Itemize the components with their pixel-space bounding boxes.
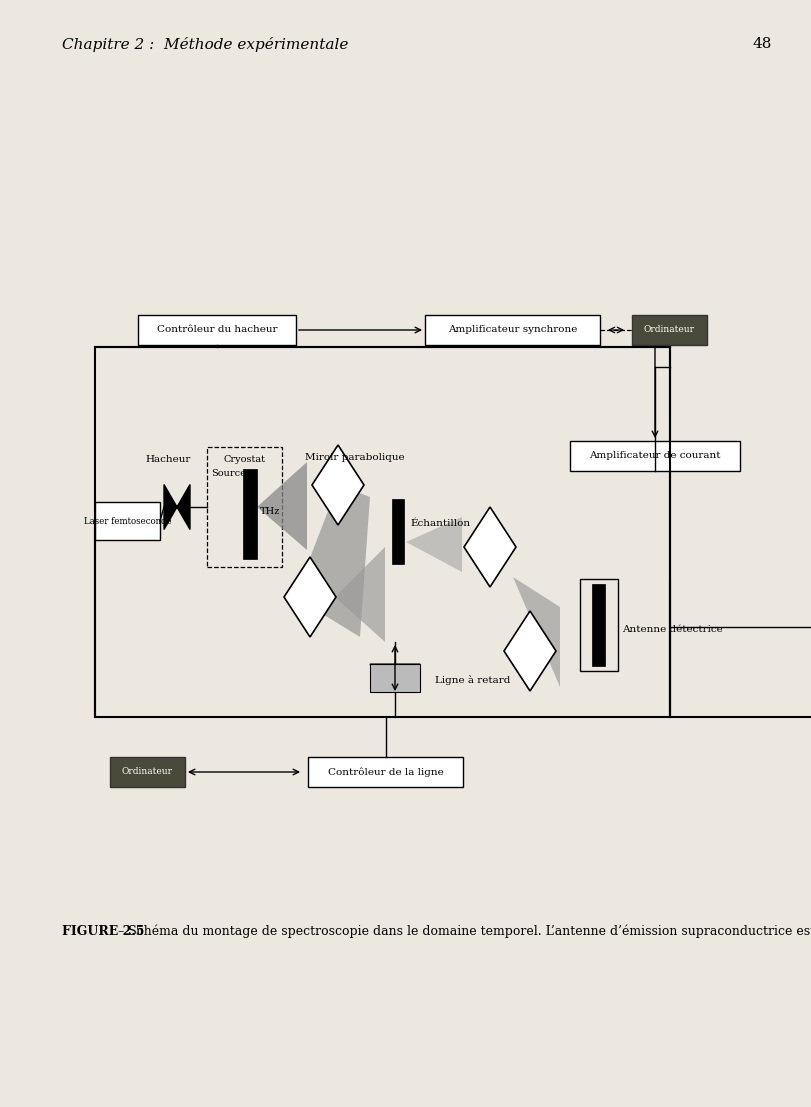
- Text: Contrôleur de la ligne: Contrôleur de la ligne: [328, 767, 444, 777]
- Bar: [580, 579, 618, 671]
- Text: Ligne à retard: Ligne à retard: [435, 675, 510, 685]
- Polygon shape: [257, 462, 307, 550]
- Polygon shape: [312, 445, 364, 525]
- Text: FIGURE 2.5: FIGURE 2.5: [62, 925, 144, 938]
- Text: 48: 48: [753, 37, 772, 51]
- Text: Laser femtoseconde: Laser femtoseconde: [84, 517, 171, 526]
- Bar: [570, 441, 740, 470]
- Text: Miroir parabolique: Miroir parabolique: [305, 453, 405, 462]
- Bar: [592, 584, 605, 666]
- Text: Ordinateur: Ordinateur: [122, 767, 173, 776]
- Text: Amplificateur synchrone: Amplificateur synchrone: [448, 325, 577, 334]
- Text: Source: Source: [212, 468, 247, 477]
- Polygon shape: [284, 557, 336, 637]
- Text: Contrôleur du hacheur: Contrôleur du hacheur: [157, 325, 277, 334]
- Text: Hacheur: Hacheur: [145, 455, 191, 464]
- Text: Échantillon: Échantillon: [410, 519, 470, 528]
- Bar: [95, 346, 670, 717]
- Text: Antenne détectrice: Antenne détectrice: [622, 624, 723, 633]
- Bar: [138, 315, 296, 345]
- Text: Amplificateur de courant: Amplificateur de courant: [590, 452, 721, 461]
- Text: – Schéma du montage de spectroscopie dans le domaine temporel. L’antenne d’émiss: – Schéma du montage de spectroscopie dan…: [114, 925, 811, 939]
- Bar: [425, 315, 600, 345]
- Text: Chapitre 2 :  Méthode expérimentale: Chapitre 2 : Méthode expérimentale: [62, 37, 349, 52]
- Bar: [95, 501, 160, 540]
- Polygon shape: [335, 547, 385, 642]
- Text: Cryostat: Cryostat: [224, 455, 265, 464]
- Text: THz: THz: [260, 507, 280, 517]
- Polygon shape: [513, 577, 560, 687]
- Bar: [370, 664, 420, 692]
- Bar: [392, 499, 404, 563]
- Bar: [207, 447, 282, 567]
- Polygon shape: [295, 485, 370, 637]
- Polygon shape: [504, 611, 556, 691]
- Bar: [632, 315, 707, 345]
- Polygon shape: [406, 517, 462, 572]
- Polygon shape: [164, 485, 190, 529]
- Polygon shape: [370, 664, 420, 692]
- Bar: [110, 757, 185, 787]
- Text: Ordinateur: Ordinateur: [644, 325, 695, 334]
- Bar: [308, 757, 463, 787]
- Bar: [243, 469, 257, 559]
- Polygon shape: [464, 507, 516, 587]
